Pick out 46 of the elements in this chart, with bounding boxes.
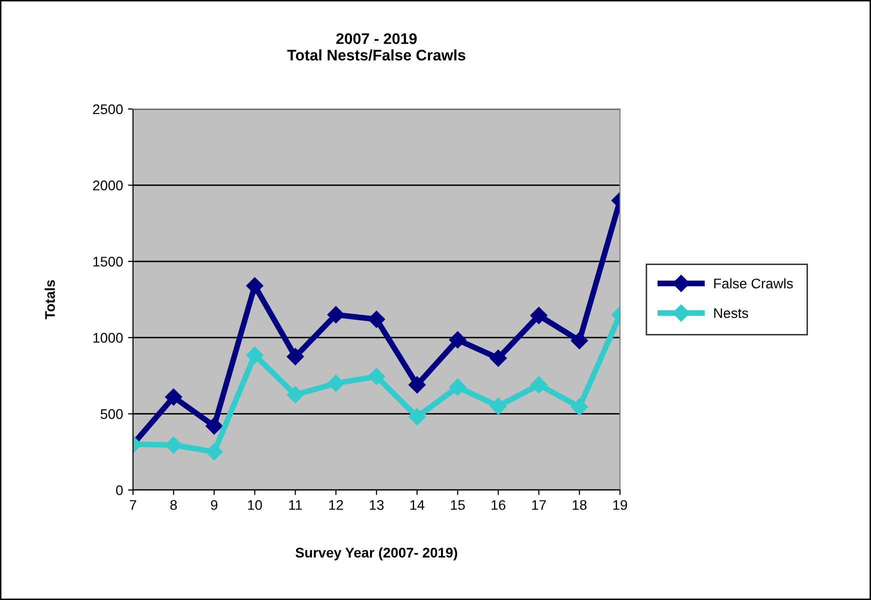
point [368, 368, 386, 386]
x-tick-label: 16 [492, 500, 506, 510]
x-tick-label: 17 [532, 500, 546, 510]
y-tick-label: 0 [116, 485, 123, 496]
chart-title: 2007 - 2019 Total Nests/False Crawls [287, 33, 466, 61]
x-tick-label: 13 [370, 500, 384, 510]
point [449, 378, 466, 396]
point [530, 306, 548, 324]
x-tick-label: 12 [329, 500, 343, 510]
x-tick-label: 15 [451, 500, 465, 510]
x-tick-label: 10 [248, 500, 262, 510]
y-tick-label: 2000 [93, 180, 123, 190]
point [570, 398, 588, 416]
y-axis-title: Totals [44, 280, 55, 320]
point [368, 310, 386, 328]
y-tick-label: 1500 [93, 256, 123, 267]
x-axis-title: Survey Year (2007- 2019) [296, 547, 458, 560]
point [570, 332, 588, 350]
legend-label: False Crawls [714, 278, 793, 288]
y-tick-label: 500 [100, 409, 123, 419]
x-tick-label: 19 [613, 500, 628, 510]
legend-label: Nests [714, 308, 748, 318]
point [246, 346, 264, 364]
point [206, 443, 223, 460]
x-tick-label: 14 [410, 500, 424, 510]
point [327, 374, 344, 392]
point [327, 306, 344, 324]
point [408, 376, 426, 394]
point [530, 376, 548, 394]
point [246, 277, 264, 294]
point [286, 386, 304, 404]
x-tick-label: 11 [289, 500, 302, 510]
point [206, 417, 223, 435]
x-tick-label: 9 [210, 500, 218, 510]
y-tick-label: 1000 [93, 332, 123, 343]
point [449, 331, 466, 348]
x-tick-label: 8 [170, 500, 177, 510]
point [490, 398, 507, 415]
point [286, 348, 304, 366]
x-tick-label: 7 [130, 500, 136, 510]
point [165, 436, 182, 454]
x-tick-label: 18 [572, 500, 587, 510]
point [408, 408, 426, 426]
point [490, 350, 507, 367]
point [165, 388, 182, 406]
y-tick-label: 2500 [93, 104, 123, 114]
